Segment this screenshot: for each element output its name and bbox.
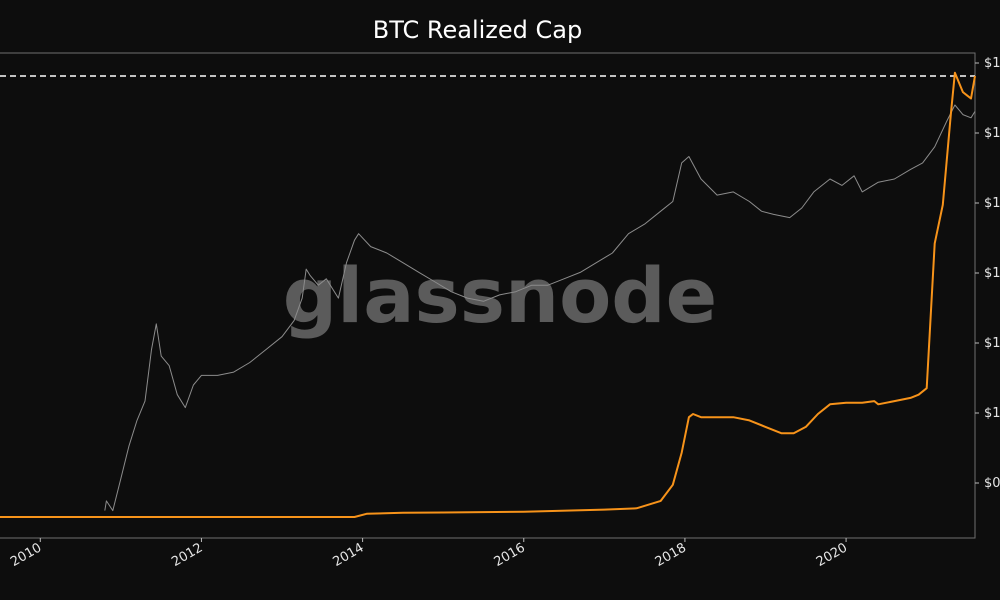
y-tick-label: $1: [984, 196, 1000, 211]
x-tick-label: 2016: [492, 540, 528, 570]
y-tick-label: $1: [984, 56, 1000, 71]
x-tick-label: 2012: [169, 540, 205, 570]
y-tick-label: $1: [984, 126, 1000, 141]
x-tick-label: 2014: [330, 540, 366, 570]
chart-title: BTC Realized Cap: [372, 16, 583, 44]
x-tick-label: 2018: [653, 540, 689, 570]
watermark-text: glassnode: [283, 251, 717, 340]
y-tick-label: $1: [984, 266, 1000, 281]
y-tick-label: $0: [984, 476, 1000, 491]
y-tick-label: $1: [984, 336, 1000, 351]
x-tick-label: 2010: [8, 540, 44, 570]
series-line-realized_cap: [0, 71, 976, 518]
x-tick-label: 2020: [814, 540, 850, 570]
y-tick-label: $1: [984, 406, 1000, 421]
series-line-price: [104, 104, 976, 512]
plot-frame: [0, 52, 976, 539]
